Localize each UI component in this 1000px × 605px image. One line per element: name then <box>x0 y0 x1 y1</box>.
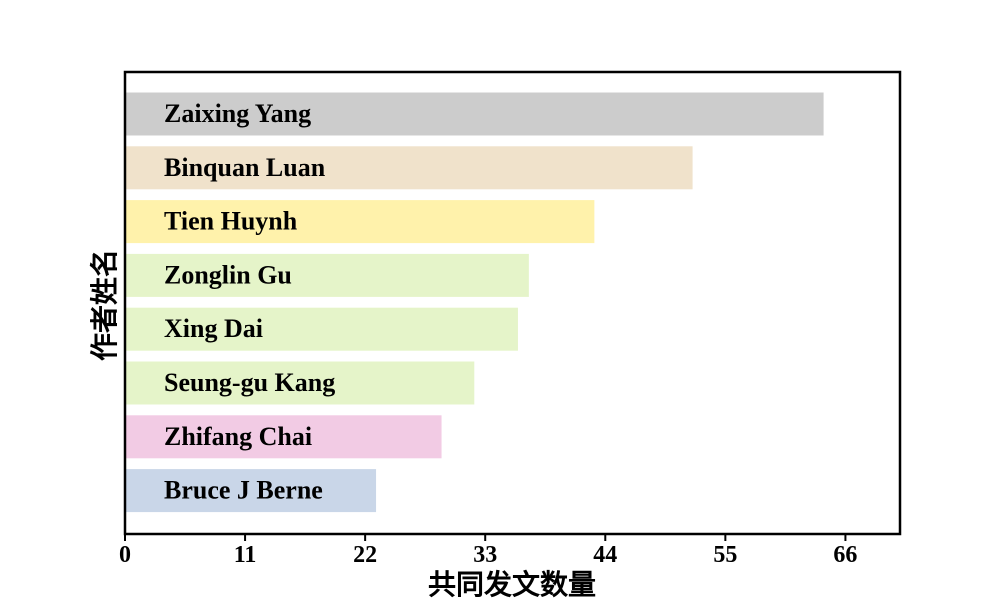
y-axis-label: 作者姓名 <box>88 249 121 361</box>
bar-label: Xing Dai <box>164 314 263 343</box>
bar-zonglin-gu <box>125 253 529 297</box>
bar-xing-dai <box>125 307 518 351</box>
plot-frame <box>123 70 902 536</box>
x-tick-label: 22 <box>353 542 377 568</box>
bar-tien-huynh <box>125 200 595 244</box>
bar-labels-layer: Zaixing Yang Binquan Luan Tien Huynh Zongli… <box>164 99 335 505</box>
x-tick-label: 33 <box>473 542 497 568</box>
bar-bruce-j-berne <box>125 469 377 513</box>
x-tick-label: 66 <box>833 542 857 568</box>
bars-layer <box>125 92 824 513</box>
x-ticks-layer: 0 11 22 33 44 55 66 <box>119 534 857 568</box>
bar-seung-gu-kang <box>125 361 475 405</box>
x-axis-label: 共同发文数量 <box>428 568 596 600</box>
bar-label: Bruce J Berne <box>164 476 323 505</box>
bar-label: Zaixing Yang <box>164 99 311 128</box>
bar-label: Zhifang Chai <box>164 422 312 451</box>
bar-binquan-luan <box>125 146 693 190</box>
x-tick-label: 55 <box>713 542 737 568</box>
x-tick-label: 0 <box>119 542 131 568</box>
x-tick-label: 11 <box>234 542 257 568</box>
bar-label: Zonglin Gu <box>164 260 292 289</box>
x-tick-label: 44 <box>593 542 617 568</box>
bar-label: Binquan Luan <box>164 153 326 182</box>
bar-zhifang-chai <box>125 415 442 459</box>
bar-zaixing-yang <box>125 92 824 136</box>
bar-label: Seung-gu Kang <box>164 368 335 397</box>
bar-label: Tien Huynh <box>164 207 298 236</box>
